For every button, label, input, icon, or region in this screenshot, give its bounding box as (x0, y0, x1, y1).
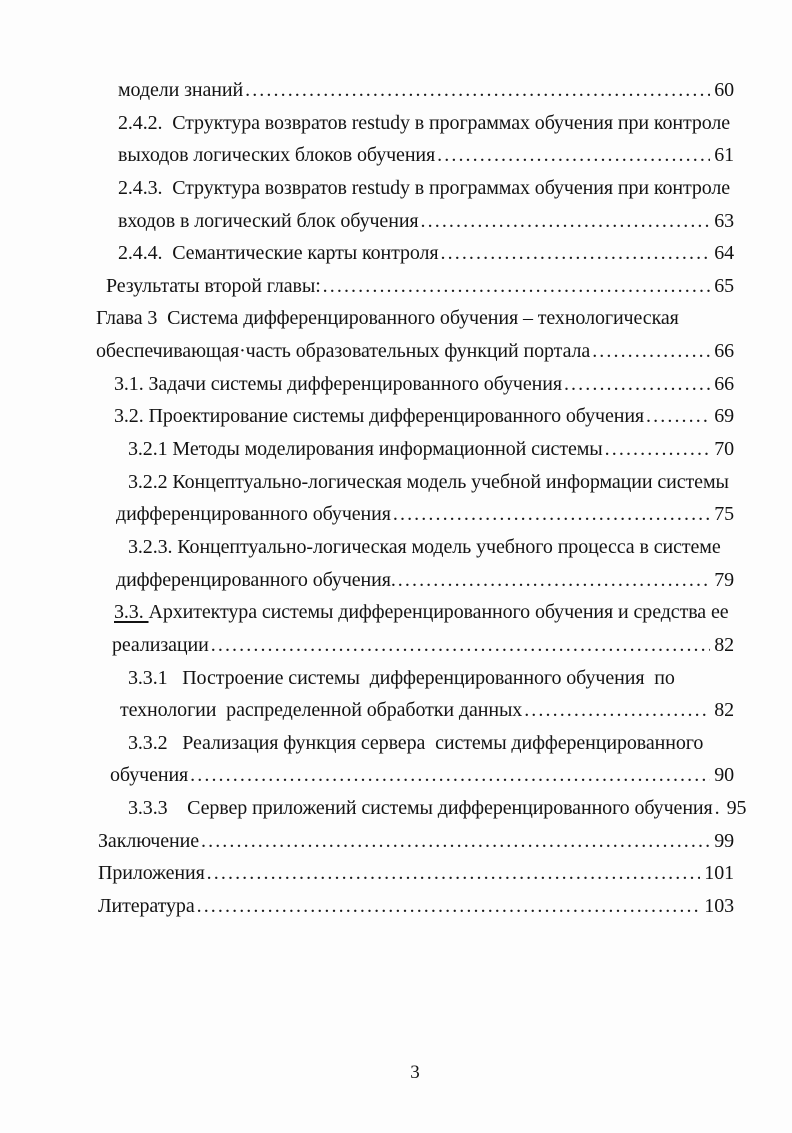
toc-row-2-4-4: 2.4.4. Семантические карты контроля 64 (96, 237, 758, 270)
toc-page-number: 66 (714, 340, 734, 363)
toc-page-number: 82 (714, 699, 734, 722)
toc-row-3-3-2-continuation: обучения 90 (96, 759, 758, 792)
toc-entry-text: Приложения (98, 862, 205, 885)
toc-row-conclusion: Заключение 99 (96, 825, 758, 858)
toc-entry-text: реализации (112, 633, 209, 656)
dot-leader (524, 694, 710, 727)
toc-page-number: 103 (704, 895, 734, 918)
dot-leader (421, 205, 711, 238)
dot-leader (393, 498, 710, 531)
dot-leader (323, 270, 711, 303)
toc-entry-text: 3.2.3. Концептуально-логическая модель у… (128, 535, 721, 558)
toc-row-continuation-model-znaniy: модели знаний 60 (96, 74, 758, 107)
toc-row-3-3-1: 3.3.1 Построение системы дифференцирован… (96, 662, 758, 695)
toc-page-number: 69 (714, 405, 734, 428)
toc-row-3-2-3-continuation: дифференцированного обучения. 79 (96, 564, 758, 597)
toc-page-number: 64 (714, 242, 734, 265)
dot-leader (190, 759, 710, 792)
toc-entry-text: 2.4.3. Структура возвратов restudy в про… (118, 176, 731, 199)
toc-entry-text: 3.2.1 Методы моделирования информационно… (128, 438, 603, 461)
toc-page-number: 65 (714, 274, 734, 297)
toc-entry-text: 3.3.2 Реализация функция сервера системы… (128, 731, 704, 754)
toc-page-number: 79 (714, 568, 734, 591)
toc-entry-text: 2.4.2. Структура возвратов restudy в про… (118, 111, 731, 134)
dot-leader (437, 139, 710, 172)
toc-row-appendices: Приложения 101 (96, 857, 758, 890)
toc-row-3-2: 3.2. Проектирование системы дифференциро… (96, 400, 758, 433)
toc-row-3-3-2: 3.3.2 Реализация функция сервера системы… (96, 727, 758, 760)
dot-leader (207, 857, 701, 890)
toc-page-number: 101 (704, 862, 734, 885)
toc-entry-text: входов в логический блок обучения (118, 209, 419, 232)
toc-entry-text: дифференцированного обучения. (116, 568, 396, 591)
dot-leader (592, 335, 710, 368)
toc-row-chapter3: Глава 3 Система дифференцированного обуч… (96, 302, 758, 335)
toc-row-3-2-3: 3.2.3. Концептуально-логическая модель у… (96, 531, 758, 564)
toc-page-number: 75 (714, 503, 734, 526)
toc-entry-text: обеспечивающая·часть образовательных фун… (96, 340, 591, 363)
toc-entry-text: дифференцированного обучения (116, 503, 391, 526)
dot-leader (605, 433, 711, 466)
toc-entry-text: технологии распределенной обработки данн… (120, 699, 523, 722)
toc-entry-text: модели знаний (118, 79, 244, 101)
toc-entry-text: 2.4.4. Семантические карты контроля (118, 242, 439, 265)
toc-entry-text: Заключение (98, 829, 199, 852)
dot-leader (245, 74, 710, 107)
toc-row-3-3: 3.3. Архитектура системы дифференцирован… (96, 596, 758, 629)
toc-row-2-4-3: 2.4.3. Структура возвратов restudy в про… (96, 172, 758, 205)
toc-entry-text: 3.3.3 Сервер приложений системы дифферен… (128, 797, 713, 820)
toc-entry-number-underlined: 3.3. (114, 601, 149, 624)
toc-row-3-3-continuation: реализации 82 (96, 629, 758, 662)
dot-leader (201, 825, 710, 858)
dot-leader (398, 564, 710, 597)
toc-page-number: 95 (726, 797, 747, 820)
toc-row-3-1: 3.1. Задачи системы дифференцированного … (96, 368, 758, 401)
toc-entry-text: Глава 3 Система дифференцированного обуч… (96, 307, 679, 330)
toc-page-number: 60 (714, 79, 734, 101)
toc-page-number: 70 (714, 438, 734, 461)
toc-entry-text: 3.3.1 Построение системы дифференцирован… (128, 666, 675, 689)
toc-row-2-4-2-continuation: выходов логических блоков обучения 61 (96, 139, 758, 172)
toc-page-number: 63 (714, 209, 734, 232)
dot-leader (646, 400, 710, 433)
toc-row-3-3-3: 3.3.3 Сервер приложений системы дифферен… (96, 792, 758, 825)
toc-row-chapter3-continuation: обеспечивающая·часть образовательных фун… (96, 335, 758, 368)
table-of-contents: модели знаний 60 2.4.2. Структура возврат… (96, 74, 758, 923)
toc-row-3-3-1-continuation: технологии распределенной обработки данн… (96, 694, 758, 727)
toc-page-number: 61 (714, 144, 734, 167)
toc-entry-text: обучения (110, 764, 189, 787)
toc-page-number: 90 (714, 764, 734, 787)
toc-entry-text: 3.2.2 Концептуально-логическая модель уч… (128, 470, 729, 493)
dot-leader (197, 890, 701, 923)
toc-row-chapter2-results: Результаты второй главы: 65 (96, 270, 758, 303)
toc-entry-text: 3.1. Задачи системы дифференцированного … (114, 372, 562, 395)
toc-row-3-2-2: 3.2.2 Концептуально-логическая модель уч… (96, 466, 758, 499)
toc-entry-text: Архитектура системы дифференцированного … (148, 601, 729, 624)
toc-entry-text: 3.2. Проектирование системы дифференциро… (114, 405, 645, 428)
toc-page-number: 66 (714, 372, 734, 395)
toc-row-literature: Литература 103 (96, 890, 758, 923)
toc-page-number: 99 (714, 829, 734, 852)
dot-leader (211, 629, 710, 662)
toc-page-number: 82 (714, 633, 734, 656)
toc-row-3-2-1: 3.2.1 Методы моделирования информационно… (96, 433, 758, 466)
dot-leader (441, 237, 711, 270)
page-number-footer: 3 (410, 1062, 420, 1083)
toc-row-2-4-2: 2.4.2. Структура возвратов restudy в про… (96, 107, 758, 140)
dot-leader (564, 368, 710, 401)
toc-entry-text: выходов логических блоков обучения (118, 144, 436, 167)
toc-entry-text: Литература (98, 895, 195, 918)
toc-entry-text: Результаты второй главы: (106, 274, 321, 297)
toc-row-2-4-3-continuation: входов в логический блок обучения 63 (96, 205, 758, 238)
toc-row-3-2-2-continuation: дифференцированного обучения 75 (96, 498, 758, 531)
dot-leader (715, 792, 723, 825)
